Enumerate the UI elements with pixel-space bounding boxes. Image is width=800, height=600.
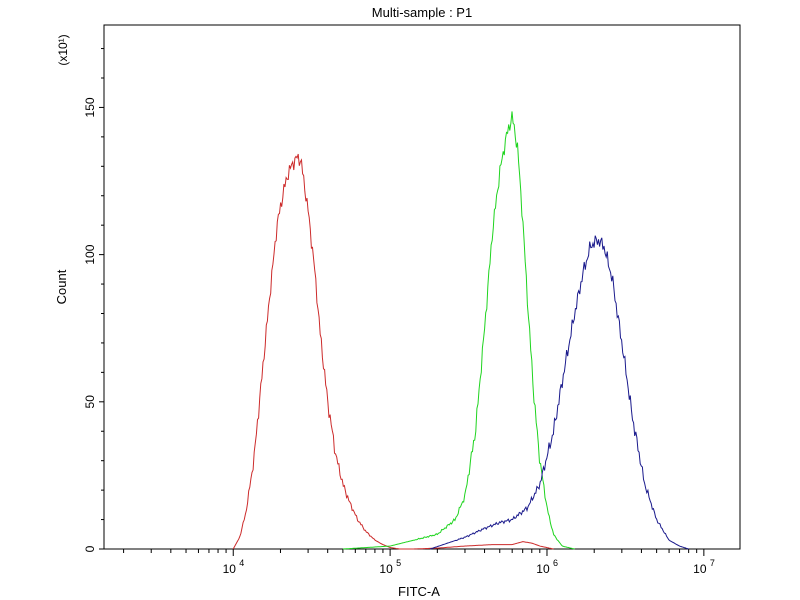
x-tick-exponent: 5: [396, 558, 401, 568]
y-axis-title: Count: [54, 269, 69, 304]
x-tick-label: 10: [379, 562, 393, 576]
y-tick-label: 50: [83, 395, 97, 409]
series-line-1: [232, 153, 554, 550]
x-tick-exponent: 7: [710, 558, 715, 568]
series-layer: [232, 111, 689, 550]
y-axis-multiplier: (x10¹): [56, 34, 70, 65]
x-tick-label: 10: [223, 562, 237, 576]
x-axis-ticks: 10 4 10 5 10 6 10 7: [123, 549, 715, 576]
y-tick-label: 100: [83, 244, 97, 264]
series-line-3: [430, 235, 689, 550]
plot-area-frame: [103, 24, 741, 550]
series-line-2: [342, 111, 575, 550]
y-tick-label: 150: [83, 97, 97, 117]
x-axis-title: FITC-A: [398, 584, 440, 599]
y-tick-label: 0: [83, 545, 97, 552]
x-tick-label: 10: [536, 562, 550, 576]
y-axis-ticks: 0 50 100 150: [83, 48, 104, 552]
x-tick-label: 10: [693, 562, 707, 576]
x-tick-exponent: 4: [239, 558, 244, 568]
chart-title: Multi-sample : P1: [372, 5, 472, 20]
x-tick-exponent: 6: [553, 558, 558, 568]
